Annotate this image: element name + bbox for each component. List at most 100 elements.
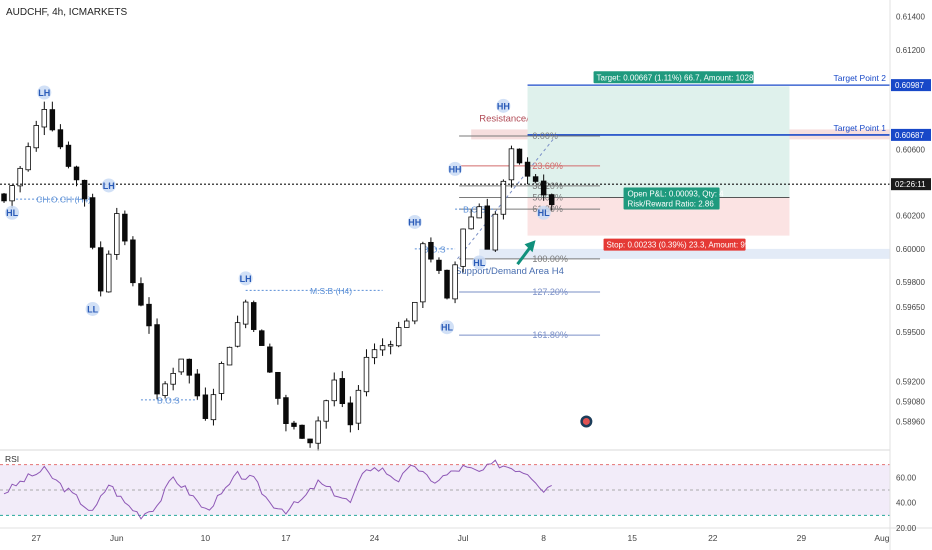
candle-bear xyxy=(122,213,128,242)
candle-bear xyxy=(540,180,547,196)
target-label: Target: 0.00667 (1.11%) 66.7, Amount: 10… xyxy=(597,73,766,82)
time-tick-label: Jun xyxy=(110,533,124,543)
candle-bull xyxy=(315,420,321,444)
candle-bull xyxy=(412,301,418,322)
candle-bear xyxy=(532,176,539,182)
fib-level-label: 0.00% xyxy=(532,131,558,141)
fib-level-label: 38.20% xyxy=(532,181,563,191)
candle-bull xyxy=(508,148,515,181)
pattern-label: LH xyxy=(240,274,252,284)
pattern-label-bubble xyxy=(238,271,253,286)
time-tick-label: 8 xyxy=(541,533,546,543)
time-tick-label: 29 xyxy=(797,533,807,543)
candle-bull xyxy=(17,167,23,187)
price-tick-label: 0.59650 xyxy=(896,303,925,312)
time-tick-label: 22 xyxy=(708,533,718,543)
price-tick-label: 0.61200 xyxy=(896,46,925,55)
profit-zone[interactable] xyxy=(527,86,790,198)
price-tick-label: 0.59080 xyxy=(896,398,925,407)
pattern-label-bubble xyxy=(37,85,52,100)
candle-bear xyxy=(339,378,346,405)
candle-bull xyxy=(387,344,394,347)
candle-bull xyxy=(41,109,48,128)
candle-bull xyxy=(25,146,31,171)
candle-bull xyxy=(452,264,458,300)
price-tick-label: 0.58960 xyxy=(896,417,925,426)
pattern-label: HH xyxy=(449,164,462,174)
candle-bull xyxy=(355,389,362,424)
open-pnl-box xyxy=(623,187,720,210)
candle-bear xyxy=(97,247,104,292)
candle-bull xyxy=(371,349,378,359)
candle-bear xyxy=(267,346,273,373)
price-tick-label: 0.60687 xyxy=(895,131,924,140)
target-price-tag xyxy=(891,79,931,92)
candle-bear xyxy=(49,109,56,131)
candle-bear xyxy=(428,241,434,260)
pattern-label: HL xyxy=(473,258,485,268)
time-tick-label: Aug xyxy=(874,533,889,543)
stop-label: Stop: 0.00233 (0.39%) 23.3, Amount: 990 xyxy=(607,241,755,250)
time-tick-label: 24 xyxy=(370,533,380,543)
time-tick-label: 27 xyxy=(32,533,42,543)
candle-bull xyxy=(379,345,386,351)
price-tick-label: 0.60600 xyxy=(896,145,925,154)
symbol-title: AUDCHF, 4h, ICMARKETS xyxy=(6,7,127,18)
position-tool[interactable]: Target: 0.00667 (1.11%) 66.7, Amount: 10… xyxy=(527,71,890,251)
pattern-label-bubble xyxy=(407,214,422,229)
price-tick-label: 0.59800 xyxy=(896,278,925,287)
candle-bull xyxy=(395,327,402,347)
candle-bull xyxy=(323,400,329,422)
candle-bull xyxy=(460,228,466,267)
candle-bear xyxy=(291,422,297,427)
pattern-label-bubble xyxy=(448,161,463,176)
fib-level-label: 50.00% xyxy=(532,192,563,202)
candle-bear xyxy=(57,129,64,148)
candle-bull xyxy=(170,373,176,385)
candle-bull xyxy=(234,322,241,347)
candle-bull xyxy=(492,213,499,251)
candle-bull xyxy=(33,125,39,149)
time-tick-label: 15 xyxy=(628,533,638,543)
candle-bear xyxy=(186,358,193,376)
pattern-label: LL xyxy=(87,304,98,314)
pattern-label-bubble xyxy=(85,301,100,316)
candle-bear xyxy=(89,197,96,248)
candle-bull xyxy=(162,383,168,396)
candle-bull xyxy=(9,185,15,202)
pattern-label: HH xyxy=(497,101,510,111)
pattern-labels: HL LH LH LL LH HH HL HH HL HH HL xyxy=(5,85,551,335)
price-tick-label: 0.60000 xyxy=(896,245,925,254)
current-price-time: 02:26:11 xyxy=(895,180,926,189)
candle-bull xyxy=(468,216,474,230)
pattern-label: HL xyxy=(6,208,18,218)
rsi-title: RSI xyxy=(5,454,19,464)
fib-trend-line xyxy=(457,135,557,260)
rsi-tick-label: 20.00 xyxy=(896,524,917,533)
candle-bear xyxy=(516,148,523,164)
candle-bear xyxy=(347,402,354,426)
structure-label: B.O.S xyxy=(463,205,486,215)
fib-level-label: 161.80% xyxy=(532,330,568,340)
candle-bull xyxy=(363,356,370,393)
structure-label: B.O.S xyxy=(157,395,180,405)
candle-bear xyxy=(307,438,313,444)
time-tick-label: 10 xyxy=(201,533,211,543)
structure-label: CH.O.CH (H4) xyxy=(36,195,91,205)
support-zone-label: Support/Demand Area H4 xyxy=(455,266,564,277)
candle-bull xyxy=(210,394,217,421)
risk-reward-label: Risk/Reward Ratio: 2.86 xyxy=(628,199,715,208)
rsi-tick-label: 40.00 xyxy=(896,499,917,508)
candle-bear xyxy=(259,330,265,346)
pattern-label: LH xyxy=(38,88,50,98)
candle-bear xyxy=(194,373,201,397)
candle-bull xyxy=(226,346,233,366)
target-point-label: Target Point 2 xyxy=(834,73,887,83)
rsi-pane: RSI xyxy=(0,449,890,520)
candle-bear xyxy=(548,194,555,206)
pattern-label-bubble xyxy=(496,98,511,113)
candle-bull xyxy=(500,180,507,215)
pattern-label-bubble xyxy=(440,320,455,335)
